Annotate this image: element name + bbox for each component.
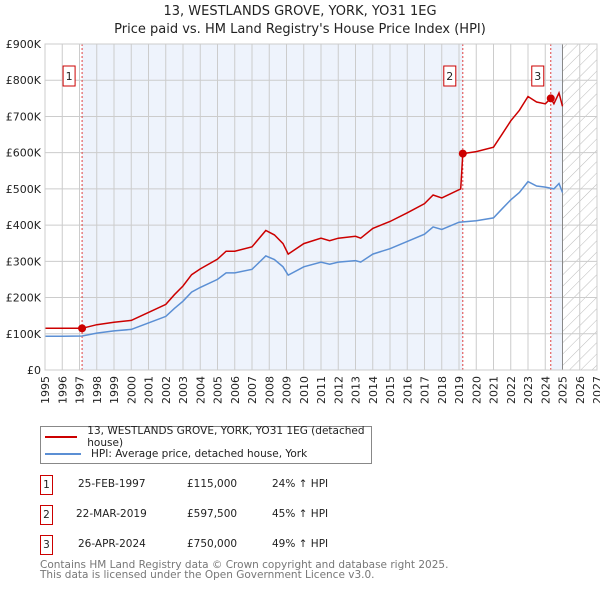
sale-date: 26-APR-2024 bbox=[78, 538, 146, 550]
x-tick-label: 2007 bbox=[246, 376, 259, 404]
sale-price: £597,500 bbox=[187, 508, 238, 520]
x-tick-label: 1999 bbox=[108, 376, 121, 404]
x-tick-label: 1998 bbox=[91, 376, 104, 404]
sale-label-number: 3 bbox=[534, 70, 541, 83]
sale-label-number: 1 bbox=[66, 70, 73, 83]
sale-hpi: 45% ↑ HPI bbox=[272, 508, 329, 520]
sale-point bbox=[78, 324, 87, 333]
x-tick-label: 2006 bbox=[229, 376, 242, 404]
x-tick-label: 2014 bbox=[367, 376, 380, 404]
sale-hpi: 49% ↑ HPI bbox=[272, 538, 329, 550]
footer-line-1: Contains HM Land Registry data © Crown c… bbox=[40, 559, 449, 571]
x-tick-label: 2004 bbox=[194, 376, 207, 404]
sale-point bbox=[546, 94, 555, 103]
x-tick-label: 2023 bbox=[522, 376, 535, 404]
legend-swatch-property bbox=[45, 436, 78, 438]
legend-swatch-hpi bbox=[45, 453, 81, 455]
chart-svg: 1995 1996 1997 1998 1999 2000 2001 2002 2003 2004… bbox=[6, 38, 600, 404]
footer-line-2: This data is licensed under the Open Gov… bbox=[40, 569, 375, 581]
sale-marker-label: 1 bbox=[40, 475, 53, 495]
x-tick-label: 2002 bbox=[160, 376, 173, 404]
x-tick-label: 2012 bbox=[332, 376, 345, 404]
sale-marker-label: 3 bbox=[40, 535, 53, 555]
y-tick-label: £900K bbox=[6, 38, 42, 51]
property-price-line bbox=[45, 90, 564, 330]
x-tick-label: 2000 bbox=[125, 376, 138, 404]
x-tick-label: 1995 bbox=[39, 376, 52, 404]
x-tick-label: 1997 bbox=[74, 376, 87, 404]
legend: 13, WESTLANDS GROVE, YORK, YO31 1EG (det… bbox=[40, 425, 372, 464]
sale-marker-label: 2 bbox=[40, 505, 53, 525]
x-tick-label: 2025 bbox=[557, 376, 570, 404]
x-tick-label: 2017 bbox=[419, 376, 432, 404]
sale-date: 25-FEB-1997 bbox=[78, 478, 146, 490]
sale-point bbox=[458, 149, 467, 158]
x-tick-label: 2021 bbox=[488, 376, 501, 404]
x-tick-label: 2005 bbox=[212, 376, 225, 404]
y-tick-label: £500K bbox=[6, 183, 42, 196]
y-tick-label: £600K bbox=[6, 147, 42, 160]
hpi-line bbox=[45, 180, 564, 338]
sale-price: £750,000 bbox=[187, 538, 238, 550]
y-tick-label: £700K bbox=[6, 110, 42, 123]
sale-label-box bbox=[62, 65, 76, 87]
x-tick-label: 2016 bbox=[401, 376, 414, 404]
legend-item-property: 13, WESTLANDS GROVE, YORK, YO31 1EG (det… bbox=[45, 425, 371, 449]
x-tick-label: 2027 bbox=[591, 376, 600, 404]
y-tick-label: £300K bbox=[6, 255, 42, 268]
x-tick-label: 2020 bbox=[470, 376, 483, 404]
y-tick-label: £0 bbox=[27, 364, 41, 377]
x-tick-label: 2003 bbox=[177, 376, 190, 404]
y-tick-label: £800K bbox=[6, 74, 42, 87]
sale-label-number: 2 bbox=[446, 70, 453, 83]
x-tick-label: 2008 bbox=[263, 376, 276, 404]
sale-label-box bbox=[531, 65, 545, 87]
shaded-range bbox=[82, 44, 463, 370]
x-tick-label: 1996 bbox=[56, 376, 69, 404]
shaded-range bbox=[550, 44, 563, 370]
x-tick-label: 2024 bbox=[539, 376, 552, 404]
y-tick-label: £200K bbox=[6, 292, 42, 305]
sale-label-box bbox=[443, 65, 457, 87]
x-tick-label: 2010 bbox=[298, 376, 311, 404]
chart-subtitle: Price paid vs. HM Land Registry's House … bbox=[114, 22, 486, 37]
plot-border bbox=[44, 43, 598, 371]
x-tick-label: 2022 bbox=[505, 376, 518, 404]
sale-hpi: 24% ↑ HPI bbox=[272, 478, 329, 490]
sale-price: £115,000 bbox=[187, 478, 238, 490]
y-tick-label: £400K bbox=[6, 219, 42, 232]
x-tick-label: 2015 bbox=[384, 376, 397, 404]
footer: Contains HM Land Registry data © Crown c… bbox=[40, 559, 449, 581]
sale-date: 22-MAR-2019 bbox=[76, 508, 147, 520]
x-tick-label: 2019 bbox=[453, 376, 466, 404]
legend-label-property: 13, WESTLANDS GROVE, YORK, YO31 1EG (det… bbox=[87, 425, 365, 449]
x-tick-label: 2001 bbox=[143, 376, 156, 404]
x-tick-label: 2026 bbox=[574, 376, 587, 404]
x-tick-label: 2011 bbox=[315, 376, 328, 404]
legend-item-hpi: HPI: Average price, detached house, York bbox=[45, 447, 307, 461]
x-tick-label: 2013 bbox=[350, 376, 363, 404]
legend-label-hpi: HPI: Average price, detached house, York bbox=[91, 448, 308, 460]
chart-title: 13, WESTLANDS GROVE, YORK, YO31 1EG bbox=[163, 4, 437, 19]
y-tick-label: £100K bbox=[6, 328, 42, 341]
x-tick-label: 2009 bbox=[281, 376, 294, 404]
x-tick-label: 2018 bbox=[436, 376, 449, 404]
